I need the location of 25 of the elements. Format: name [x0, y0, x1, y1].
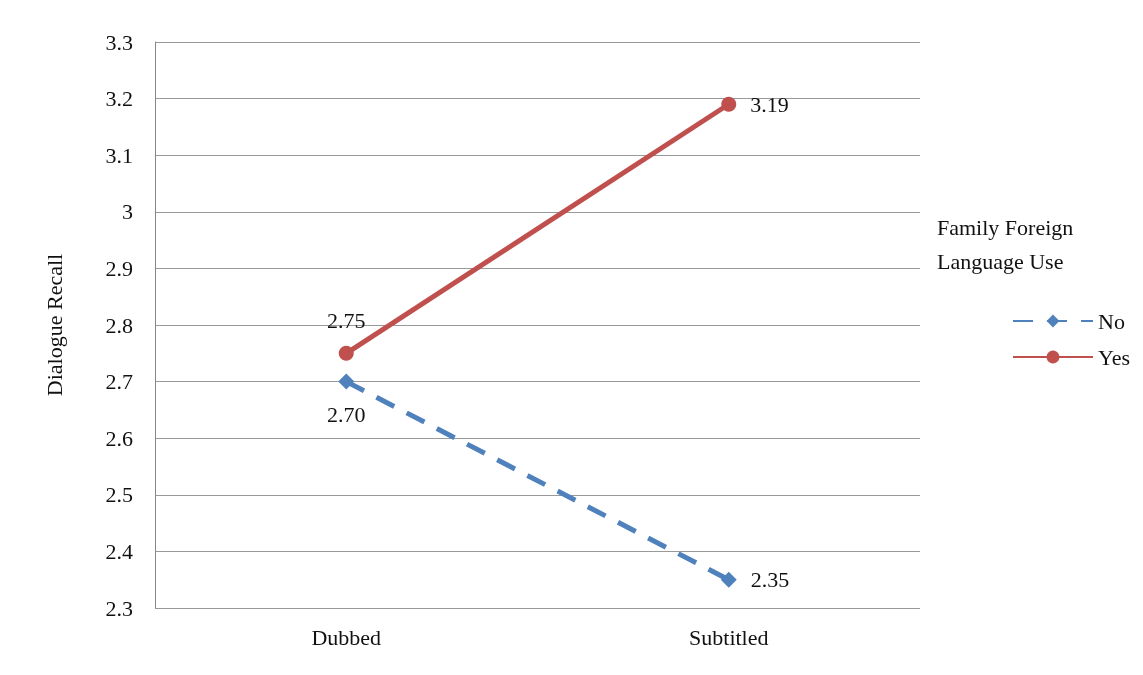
point [720, 571, 737, 588]
data-label: 3.19 [750, 91, 789, 117]
point [721, 96, 737, 112]
legend-label: No [1097, 308, 1125, 334]
y-tick-label: 2.5 [105, 482, 133, 508]
y-axis-title: Dialogue Recall [41, 253, 67, 397]
y-tick-label: 2.4 [105, 538, 133, 564]
y-tick-label: 2.8 [105, 312, 133, 338]
legend-label: Yes [1097, 344, 1130, 370]
x-tick-label: Dubbed [311, 624, 382, 650]
data-label: 2.75 [327, 308, 366, 334]
x-tick-label: Subtitled [689, 624, 769, 650]
legend-title: Family Foreign Language Use [937, 214, 1079, 274]
y-tick-label: 3.3 [105, 29, 133, 55]
data-label: 2.70 [327, 402, 366, 428]
y-tick-label: 3.1 [105, 142, 133, 168]
y-tick-label: 2.3 [105, 595, 133, 621]
y-tick-label: 3 [122, 199, 133, 225]
y-tick-label: 2.9 [105, 255, 133, 281]
point [338, 373, 355, 390]
y-tick-label: 2.6 [105, 425, 133, 451]
y-tick-label: 3.2 [105, 86, 133, 112]
data-label: 2.35 [750, 567, 790, 593]
point [338, 345, 354, 361]
y-tick-label: 2.7 [105, 369, 133, 395]
